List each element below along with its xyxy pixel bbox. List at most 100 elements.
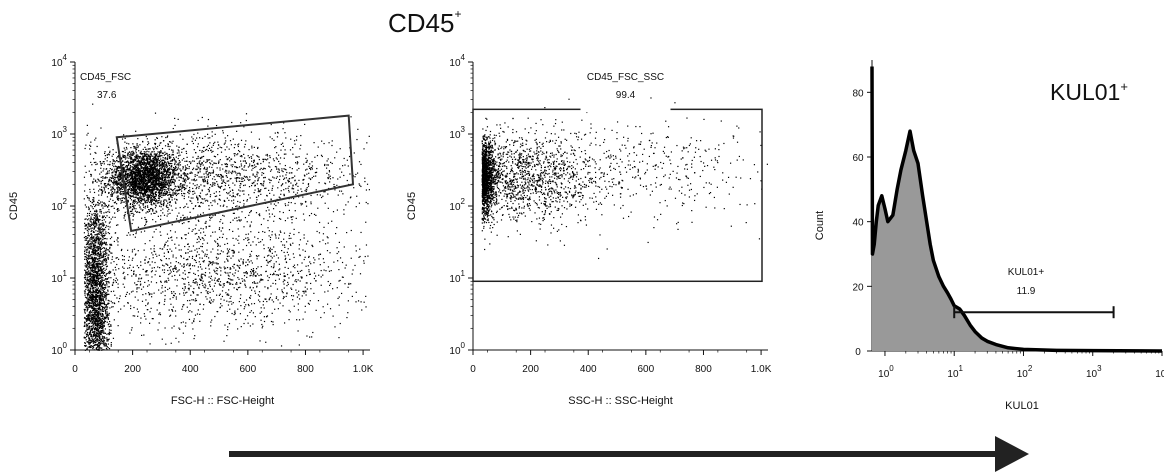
scatter-point	[131, 161, 132, 162]
scatter-point	[189, 191, 190, 192]
scatter-point	[130, 184, 131, 185]
scatter-point	[101, 211, 102, 212]
scatter-point	[115, 177, 116, 178]
scatter-point	[218, 160, 219, 161]
scatter-point	[157, 146, 158, 147]
scatter-point	[156, 211, 157, 212]
scatter-point	[103, 161, 104, 162]
scatter-point	[273, 221, 274, 222]
scatter-point	[145, 172, 146, 173]
scatter-point	[139, 173, 140, 174]
scatter-point	[138, 161, 139, 162]
scatter-point	[112, 194, 113, 195]
scatter-point	[248, 215, 249, 216]
scatter-point	[170, 196, 171, 197]
scatter-point	[145, 207, 146, 208]
scatter-point	[279, 169, 280, 170]
scatter-point	[192, 172, 193, 173]
scatter-point	[176, 218, 177, 219]
scatter-point	[95, 268, 96, 269]
scatter-point	[136, 170, 137, 171]
scatter-point	[199, 162, 200, 163]
scatter-point	[152, 210, 153, 211]
scatter-point	[208, 205, 209, 206]
scatter-point	[118, 195, 119, 196]
scatter-point	[142, 141, 143, 142]
scatter-point	[155, 156, 156, 157]
scatter-point	[120, 189, 121, 190]
scatter-point	[126, 189, 127, 190]
scatter-point	[140, 181, 141, 182]
scatter-point	[205, 235, 206, 236]
scatter-point	[174, 173, 175, 174]
scatter-point	[229, 157, 230, 158]
scatter-point	[208, 177, 209, 178]
scatter-point	[208, 172, 209, 173]
scatter-point	[311, 167, 312, 168]
scatter-point	[304, 190, 305, 191]
scatter-point	[215, 134, 216, 135]
scatter-point	[118, 198, 119, 199]
scatter-point	[231, 173, 232, 174]
scatter-point	[144, 198, 145, 199]
scatter-point	[162, 163, 163, 164]
scatter-point	[308, 173, 309, 174]
scatter-point	[87, 290, 88, 291]
scatter-point	[145, 194, 146, 195]
scatter-point	[235, 178, 236, 179]
scatter-point	[149, 170, 150, 171]
scatter-point	[164, 174, 165, 175]
scatter-point	[223, 181, 224, 182]
scatter-point	[150, 200, 151, 201]
scatter-point	[197, 175, 198, 176]
scatter-point	[160, 203, 161, 204]
scatter-point	[123, 164, 124, 165]
scatter-point	[237, 167, 238, 168]
scatter-point	[312, 165, 313, 166]
scatter-point	[298, 180, 299, 181]
scatter-point	[134, 208, 135, 209]
scatter-point	[212, 164, 213, 165]
scatter-point	[139, 205, 140, 206]
scatter-point	[222, 176, 223, 177]
scatter-point	[111, 177, 112, 178]
scatter-point	[201, 176, 202, 177]
y-tick-label: 104	[51, 53, 67, 69]
scatter-point	[153, 183, 154, 184]
scatter-point	[212, 178, 213, 179]
scatter-point	[359, 185, 360, 186]
scatter-point	[310, 195, 311, 196]
scatter-point	[131, 151, 132, 152]
scatter-point	[102, 176, 103, 177]
scatter-point	[126, 157, 127, 158]
scatter-point	[109, 151, 110, 152]
scatter-point	[303, 164, 304, 165]
scatter-point	[95, 287, 96, 288]
scatter-point	[227, 164, 228, 165]
scatter-point	[222, 182, 223, 183]
scatter-point	[111, 172, 112, 173]
scatter-point	[91, 223, 92, 224]
scatter-point	[180, 189, 181, 190]
scatter-point	[141, 176, 142, 177]
scatter-point	[268, 166, 269, 167]
scatter-point	[147, 158, 148, 159]
scatter-point	[112, 200, 113, 201]
scatter-point	[108, 347, 109, 348]
scatter-point	[293, 198, 294, 199]
scatter-point	[259, 169, 260, 170]
scatter-point	[111, 180, 112, 181]
scatter-point	[240, 202, 241, 203]
scatter-point	[163, 160, 164, 161]
scatter-point	[135, 175, 136, 176]
scatter-point	[141, 167, 142, 168]
scatter-point	[101, 183, 102, 184]
scatter-point	[142, 185, 143, 186]
scatter-point	[106, 255, 107, 256]
scatter-point	[153, 170, 154, 171]
scatter-point	[153, 213, 154, 214]
scatter-point	[163, 140, 164, 141]
scatter-point	[122, 189, 123, 190]
scatter-point	[290, 149, 291, 150]
scatter-point	[179, 155, 180, 156]
